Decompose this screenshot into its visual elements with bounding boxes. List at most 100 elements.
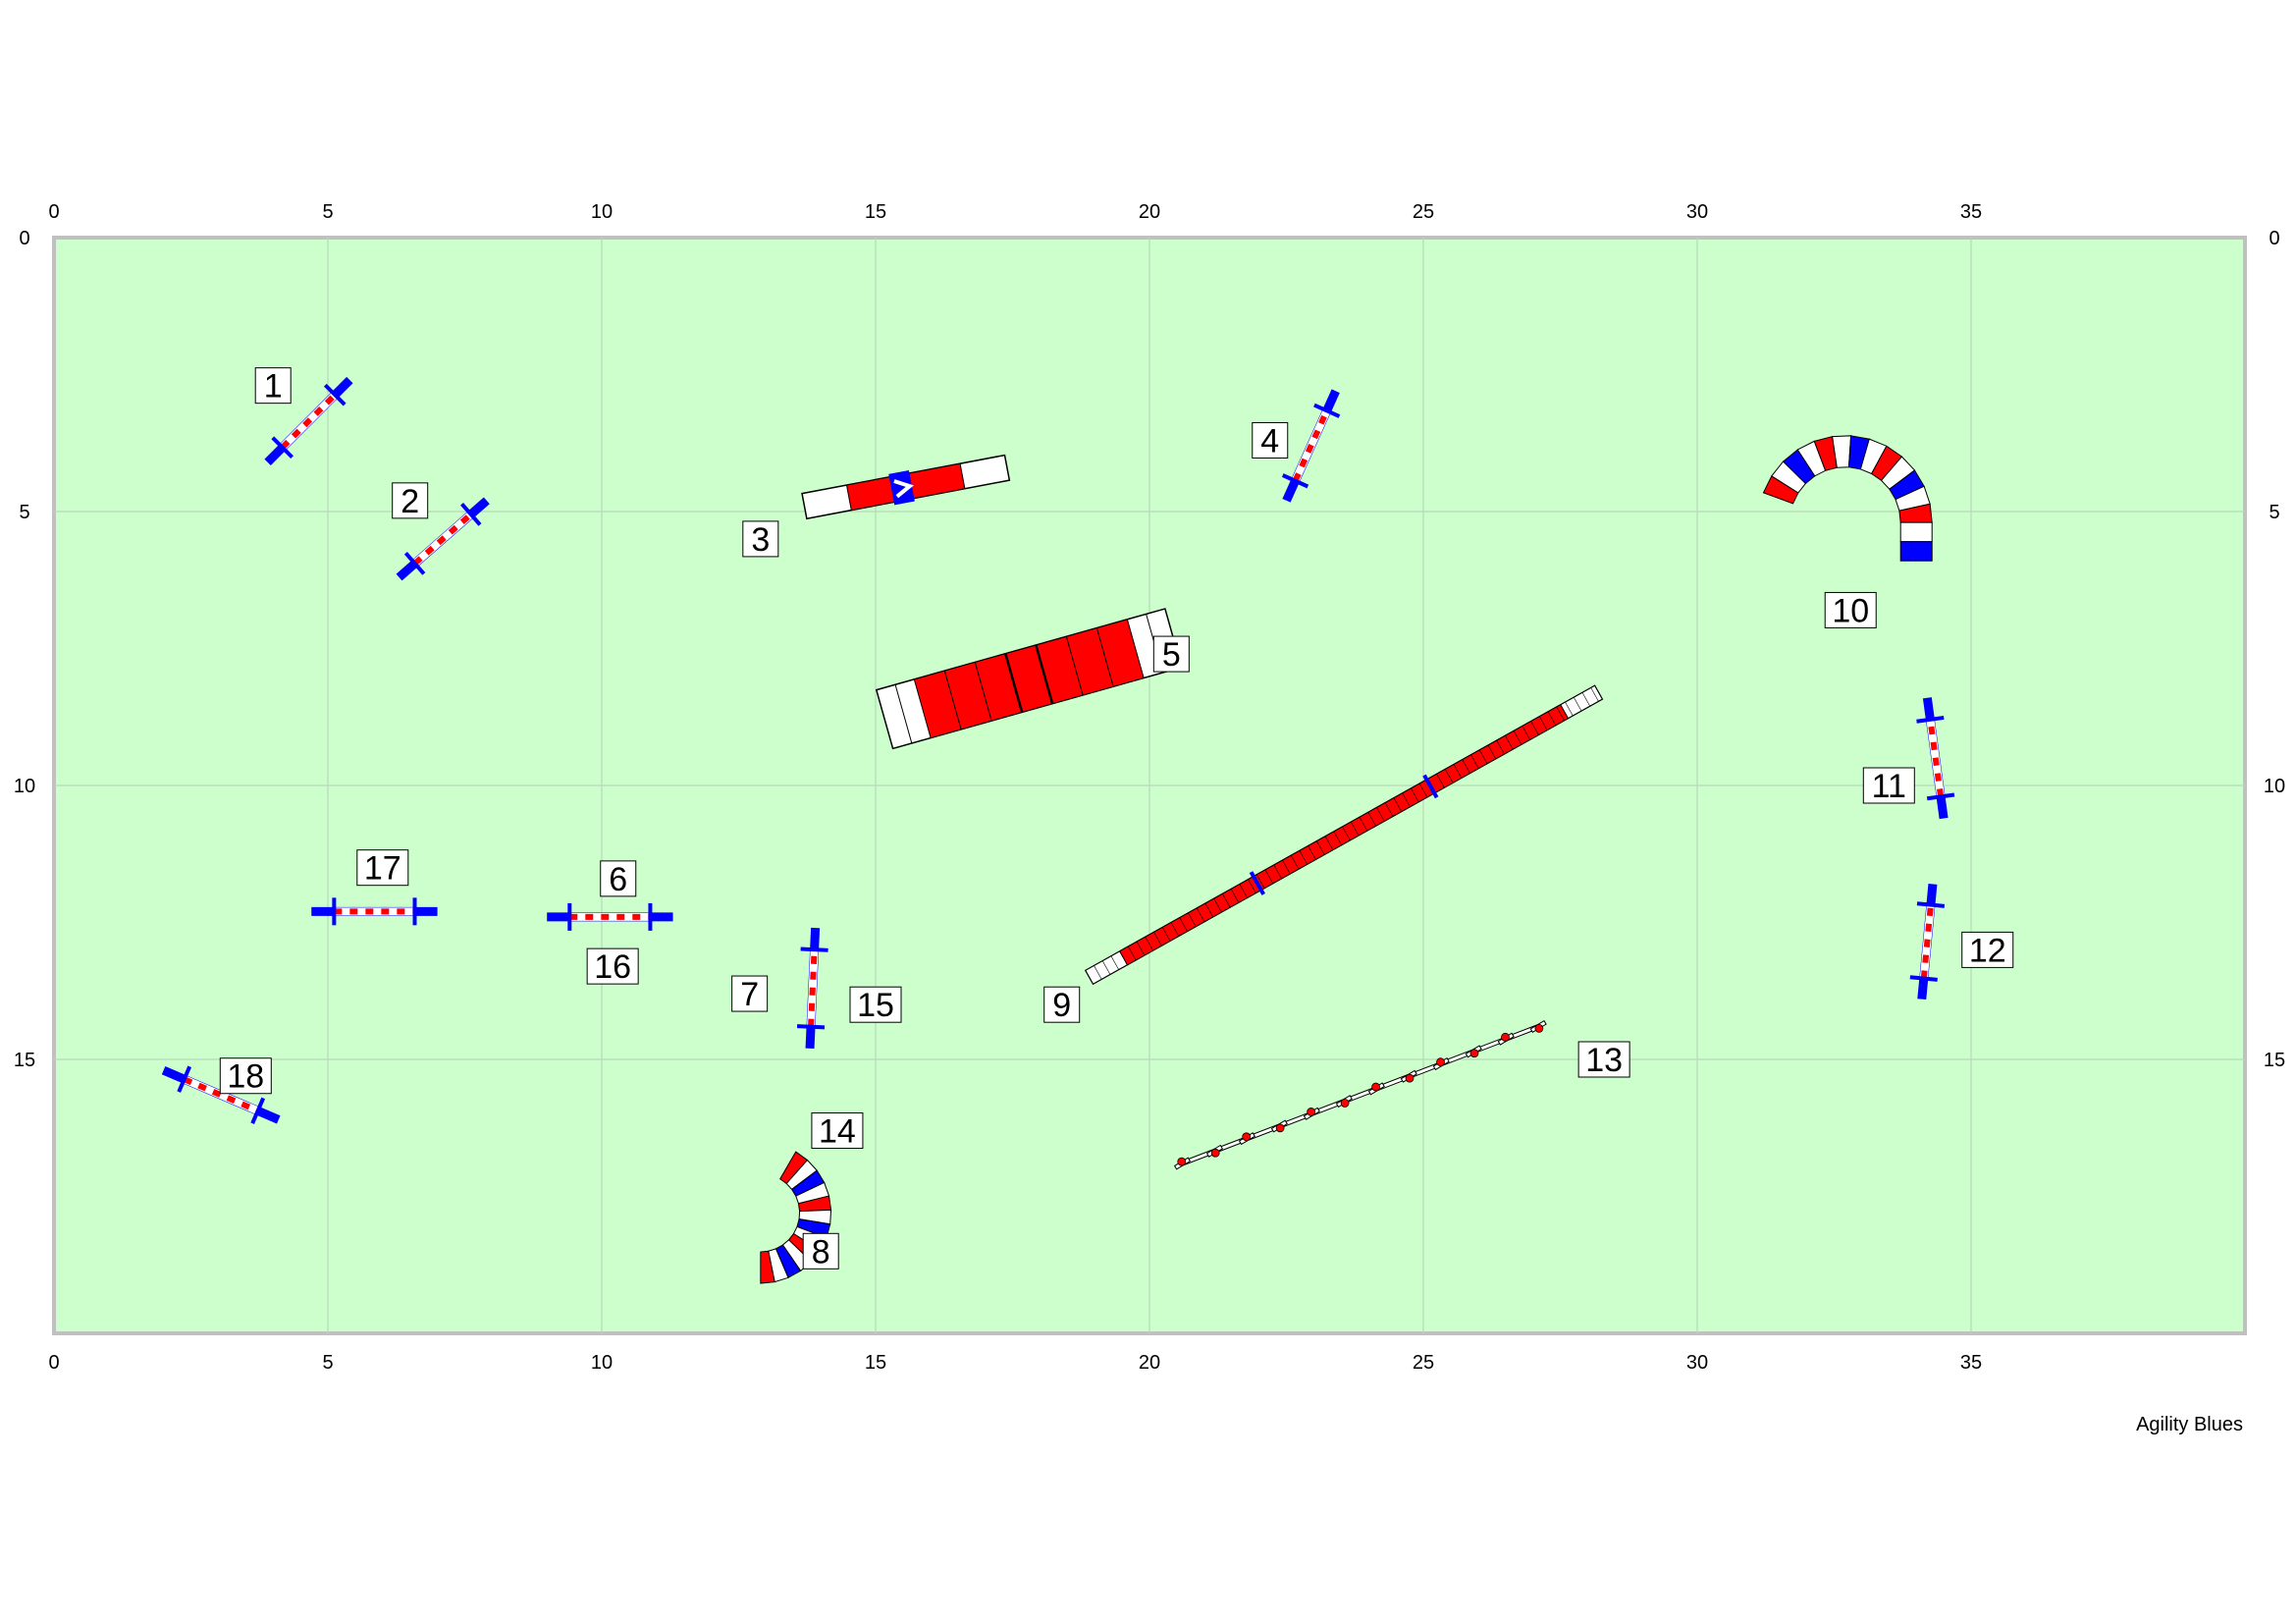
x-tick-label-top: 15: [865, 201, 886, 223]
obstacle-number-box: [392, 482, 429, 519]
dogwalk-slat: [1170, 922, 1180, 937]
dogwalk-slat: [1445, 769, 1454, 784]
dogwalk-slat: [1110, 955, 1119, 970]
tire-direction-arrow: [893, 479, 914, 499]
dogwalk-slat: [1342, 826, 1351, 841]
obstacle-number-box: [1824, 591, 1877, 628]
y-tick-label-left: 10: [14, 776, 35, 797]
x-tick-label-top: 25: [1413, 201, 1434, 223]
dogwalk-slat: [1411, 787, 1419, 802]
dogwalk-slat: [1153, 932, 1162, 946]
obstacle-jump: [796, 927, 828, 1050]
jump-upright: [323, 383, 347, 406]
obstacles: [161, 376, 1955, 1284]
weave-pole-base: [1177, 1157, 1187, 1166]
dogwalk-slat: [1316, 840, 1325, 855]
obstacle-number: 14: [819, 1113, 856, 1151]
x-tick-label-top: 35: [1960, 201, 1982, 223]
jump-upright: [250, 1097, 266, 1124]
obstacle-number: 8: [812, 1233, 830, 1271]
dogwalk-slat: [1196, 907, 1205, 922]
dogwalk-support: [1249, 871, 1265, 895]
obstacle-number-box: [1252, 421, 1289, 459]
jump-upright: [177, 1065, 192, 1093]
x-tick-label-bottom: 30: [1686, 1352, 1708, 1374]
dogwalk-slat: [1496, 739, 1505, 755]
jump-upright: [796, 1024, 826, 1030]
course-credit: Agility Blues: [2136, 1414, 2243, 1435]
tunnel-segment: [760, 1250, 775, 1284]
dogwalk-slat: [1462, 759, 1470, 774]
x-tick-label-bottom: 15: [865, 1352, 886, 1374]
x-tick-label-top: 5: [322, 201, 333, 223]
jump-bar-stripes: [1920, 904, 1934, 979]
dogwalk-slat: [1333, 831, 1342, 845]
dogwalk-slat: [1248, 879, 1256, 893]
weave-pole-base: [1210, 1148, 1220, 1158]
dogwalk-slat: [1282, 859, 1291, 875]
dogwalk-slat: [1453, 764, 1463, 779]
obstacle-number: 10: [1832, 592, 1869, 629]
weave-pole-base: [1501, 1032, 1510, 1042]
dogwalk-slat: [1351, 821, 1360, 837]
dogwalk-slat: [1513, 730, 1522, 745]
x-tick-label-top: 30: [1686, 201, 1708, 223]
dogwalk-slat: [1230, 889, 1240, 903]
jump-bar-stripes: [1292, 409, 1330, 482]
x-tick-label-bottom: 20: [1139, 1352, 1160, 1374]
jump-bar-stripes: [412, 512, 473, 567]
obstacle-number: 5: [1162, 636, 1181, 674]
jump-bar-stripes: [280, 393, 338, 450]
obstacle-jump: [311, 897, 438, 926]
dogwalk-slat: [1256, 874, 1265, 889]
a-frame-slat: [1065, 636, 1084, 696]
obstacle-number-box: [1862, 767, 1915, 804]
y-tick-label-left: 5: [19, 502, 29, 523]
dogwalk-slat: [1204, 902, 1213, 918]
obstacle-number-box: [1577, 1041, 1630, 1078]
obstacle-number-box: [219, 1057, 272, 1095]
dogwalk-slat: [1359, 817, 1368, 832]
weave-pole-base: [1405, 1073, 1415, 1083]
x-tick-label-top: 10: [591, 201, 613, 223]
x-tick-label-bottom: 35: [1960, 1352, 1982, 1374]
dogwalk-slat: [1299, 850, 1308, 865]
obstacle-number-box: [849, 986, 902, 1023]
obstacle-jump: [547, 902, 673, 931]
a-frame-slat: [974, 662, 992, 722]
jump-upright: [271, 436, 294, 460]
obstacle-number: 16: [594, 948, 631, 986]
obstacle-number: 18: [227, 1058, 264, 1096]
a-frame-edge: [894, 684, 913, 744]
obstacle-number: 15: [857, 987, 894, 1024]
a-frame-contact: [913, 619, 1145, 739]
dogwalk-slat: [1402, 792, 1411, 807]
dogwalk-slat: [1487, 744, 1497, 760]
obstacle-jump: [161, 1065, 281, 1124]
x-tick-label-bottom: 5: [322, 1352, 333, 1374]
obstacle-dogwalk: [1084, 684, 1604, 986]
obstacle-number: 7: [740, 976, 759, 1013]
dogwalk-support: [1422, 774, 1439, 799]
obstacle-number: 1: [264, 368, 283, 406]
dogwalk-slat: [1522, 726, 1530, 740]
x-tick-label-bottom: 0: [48, 1352, 59, 1374]
weave-pole-base: [1371, 1082, 1380, 1092]
jump-upright: [1909, 975, 1938, 982]
jump-bar-stripes: [183, 1076, 259, 1114]
obstacle-number: 4: [1260, 422, 1279, 460]
tunnel-segment: [1899, 541, 1933, 562]
x-tick-label-top: 20: [1139, 201, 1160, 223]
obstacle-number: 11: [1872, 768, 1906, 805]
dogwalk-slat: [1128, 946, 1137, 961]
a-frame-slat: [1095, 627, 1114, 687]
jump-upright: [460, 503, 482, 526]
dogwalk-slat: [1367, 812, 1376, 827]
dogwalk-slat: [1436, 774, 1445, 788]
obstacle-number: 12: [1969, 932, 2006, 969]
obstacle-jump: [264, 376, 353, 465]
weave-pole-base: [1340, 1099, 1350, 1108]
dogwalk-slat: [1094, 965, 1102, 980]
